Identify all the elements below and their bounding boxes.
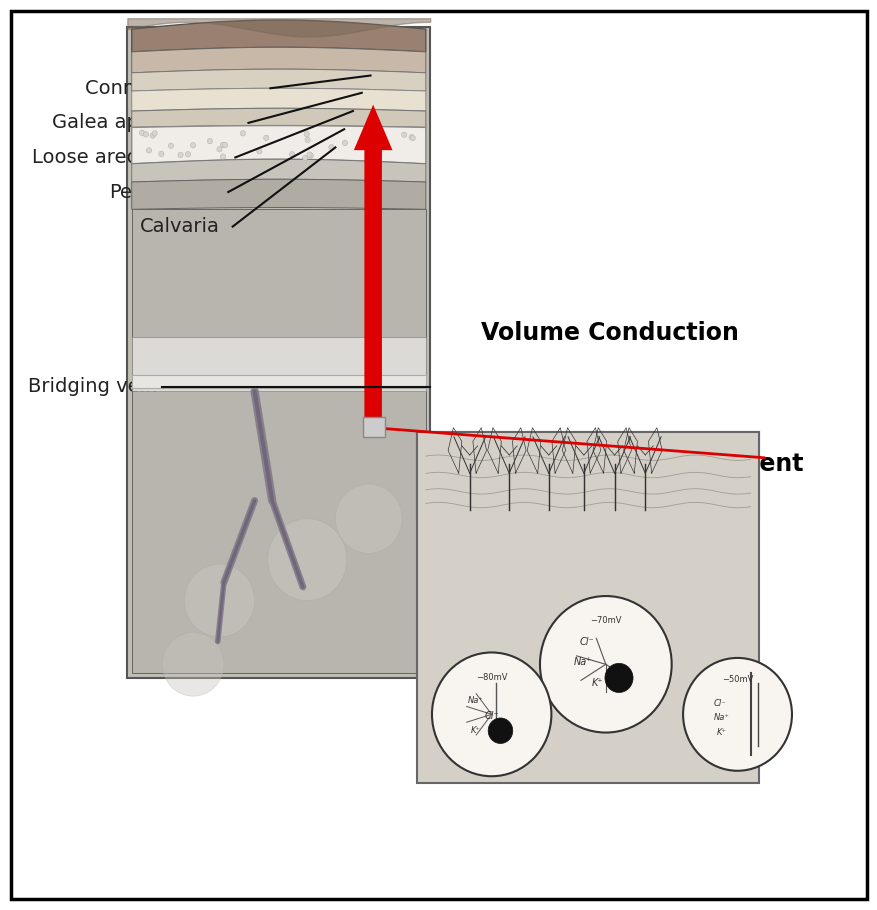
- Text: Cl⁻: Cl⁻: [713, 699, 725, 708]
- Circle shape: [150, 133, 155, 138]
- Bar: [127, 27, 430, 678]
- Text: −70mV: −70mV: [589, 616, 621, 625]
- Circle shape: [371, 151, 376, 157]
- Circle shape: [178, 152, 183, 157]
- Circle shape: [190, 143, 196, 148]
- Circle shape: [409, 135, 414, 140]
- Polygon shape: [132, 20, 425, 52]
- Circle shape: [220, 142, 225, 147]
- Text: K⁺: K⁺: [590, 678, 602, 687]
- Bar: [132, 337, 425, 391]
- Circle shape: [306, 152, 311, 157]
- Polygon shape: [132, 88, 425, 111]
- Polygon shape: [132, 179, 425, 209]
- Circle shape: [539, 596, 671, 733]
- Circle shape: [222, 142, 227, 147]
- Text: Galea aponeurotica: Galea aponeurotica: [52, 114, 243, 132]
- Bar: [417, 432, 759, 519]
- Circle shape: [303, 156, 308, 161]
- Circle shape: [185, 151, 190, 157]
- Text: Cl⁻: Cl⁻: [484, 712, 498, 721]
- Text: REST: REST: [588, 705, 623, 720]
- Text: Na⁺: Na⁺: [574, 658, 591, 667]
- Circle shape: [162, 632, 224, 696]
- Circle shape: [256, 148, 261, 154]
- Circle shape: [240, 130, 246, 136]
- Circle shape: [342, 140, 347, 146]
- Polygon shape: [132, 47, 425, 73]
- Text: Skin: Skin: [324, 44, 366, 62]
- Text: Na⁺: Na⁺: [713, 713, 729, 723]
- Bar: [132, 209, 425, 673]
- Circle shape: [682, 658, 791, 771]
- Circle shape: [488, 718, 512, 743]
- Circle shape: [184, 564, 254, 637]
- Circle shape: [289, 151, 295, 157]
- Circle shape: [168, 143, 174, 148]
- Circle shape: [308, 153, 313, 158]
- Bar: [362, 417, 384, 437]
- Circle shape: [207, 138, 212, 144]
- Text: K⁺: K⁺: [470, 726, 481, 735]
- Text: K⁺: K⁺: [716, 728, 726, 737]
- Circle shape: [604, 663, 632, 693]
- Circle shape: [304, 137, 310, 143]
- Circle shape: [263, 135, 268, 140]
- Polygon shape: [132, 159, 425, 182]
- Circle shape: [217, 147, 222, 152]
- Text: −80mV: −80mV: [475, 673, 507, 682]
- Text: Current: Current: [702, 452, 803, 476]
- Polygon shape: [353, 105, 392, 423]
- Circle shape: [410, 136, 415, 141]
- Text: Calvaria: Calvaria: [140, 217, 219, 236]
- Circle shape: [143, 132, 148, 137]
- Circle shape: [146, 147, 152, 153]
- Circle shape: [335, 484, 402, 553]
- Text: Cl⁻: Cl⁻: [579, 637, 593, 646]
- Text: −50mV: −50mV: [721, 675, 752, 684]
- Circle shape: [401, 132, 406, 137]
- Circle shape: [159, 151, 164, 157]
- Polygon shape: [132, 69, 425, 91]
- Polygon shape: [132, 108, 425, 127]
- Text: Volume Conduction: Volume Conduction: [481, 321, 738, 345]
- Text: Loose areolar tissue: Loose areolar tissue: [32, 148, 228, 167]
- Bar: [417, 432, 759, 783]
- Text: Pericranium: Pericranium: [109, 183, 225, 201]
- Circle shape: [303, 131, 309, 136]
- Text: Na⁺: Na⁺: [467, 696, 483, 705]
- Bar: [132, 375, 425, 388]
- Circle shape: [220, 154, 225, 159]
- Text: EPSP: EPSP: [719, 762, 754, 776]
- Circle shape: [328, 145, 333, 150]
- Circle shape: [152, 131, 157, 136]
- Text: Bridging vein: Bridging vein: [27, 378, 157, 396]
- Circle shape: [431, 652, 551, 776]
- Text: IPSP: IPSP: [474, 762, 504, 776]
- Text: Connective tissue: Connective tissue: [84, 79, 258, 97]
- Circle shape: [139, 130, 145, 136]
- Circle shape: [267, 519, 346, 601]
- Polygon shape: [132, 126, 425, 164]
